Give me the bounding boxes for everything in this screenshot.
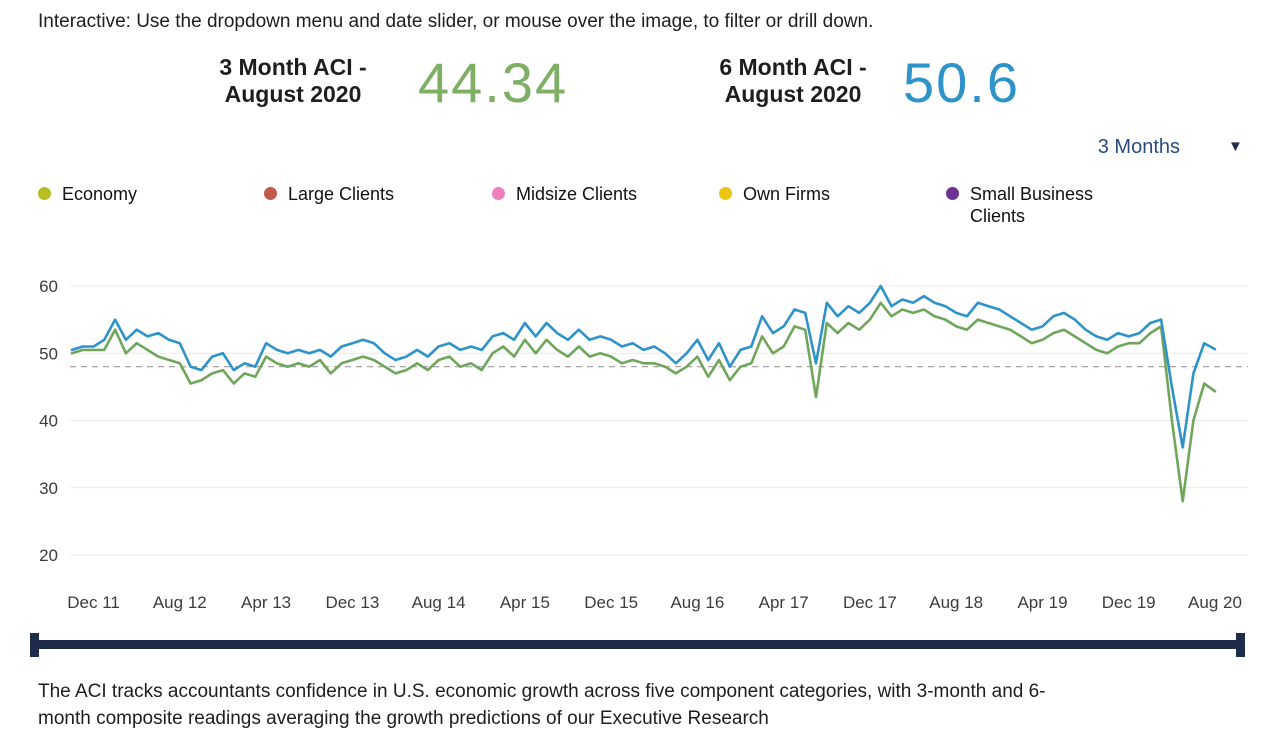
legend-label: Midsize Clients (516, 184, 638, 204)
y-axis-label: 20 (39, 546, 58, 565)
legend-dot-icon (719, 187, 732, 200)
x-axis-label: Aug 16 (670, 593, 724, 612)
x-axis-label: Dec 19 (1102, 593, 1156, 612)
legend-dot-icon (38, 187, 51, 200)
legend-item-own-firms[interactable]: Own Firms (719, 183, 830, 205)
kpi-6-month-label-line1: 6 Month ACI - (719, 54, 867, 80)
x-axis-label: Apr 15 (500, 593, 550, 612)
kpi-3-month-label-line1: 3 Month ACI - (219, 54, 367, 80)
x-axis-label: Apr 17 (759, 593, 809, 612)
x-axis-label: Aug 12 (153, 593, 207, 612)
x-axis-label: Aug 18 (929, 593, 983, 612)
kpi-3-month-label: 3 Month ACI - August 2020 (188, 54, 398, 108)
y-axis-label: 50 (39, 344, 58, 363)
x-axis-label: Apr 13 (241, 593, 291, 612)
legend-item-midsize-clients[interactable]: Midsize Clients (492, 183, 637, 205)
date-slider-left-handle[interactable] (30, 633, 39, 657)
series-3-month-aci[interactable] (70, 301, 1217, 503)
instruction-text: Interactive: Use the dropdown menu and d… (38, 11, 874, 32)
x-axis-label: Aug 14 (412, 593, 466, 612)
series-6-month-aci[interactable] (70, 284, 1217, 449)
period-dropdown[interactable]: 3 Months (1097, 136, 1180, 158)
x-axis-label: Apr 19 (1017, 593, 1067, 612)
x-axis-label: Dec 17 (843, 593, 897, 612)
legend: Economy Large Clients Midsize Clients Own F… (0, 183, 1280, 243)
legend-label: Small Business Clients (970, 184, 1094, 226)
kpi-3-month-label-line2: August 2020 (224, 81, 362, 107)
legend-dot-icon (264, 187, 277, 200)
y-axis-label: 60 (39, 277, 58, 296)
legend-label: Own Firms (743, 184, 830, 204)
legend-item-small-business-clients[interactable]: Small Business Clients (946, 183, 1120, 227)
legend-item-economy[interactable]: Economy (38, 183, 137, 205)
x-axis-label: Aug 20 (1188, 593, 1242, 612)
date-slider-track[interactable] (30, 640, 1245, 649)
kpi-6-month-value: 50.6 (903, 51, 1020, 114)
legend-label: Large Clients (288, 184, 395, 204)
x-axis-label: Dec 13 (325, 593, 379, 612)
kpi-3-month-value: 44.34 (418, 51, 569, 114)
x-axis-label: Dec 15 (584, 593, 638, 612)
footer-description: The ACI tracks accountants confidence in… (38, 681, 1046, 729)
date-slider-right-handle[interactable] (1236, 633, 1245, 657)
chevron-down-icon[interactable]: ▼ (1228, 138, 1243, 155)
aci-trend-chart[interactable]: 20 30 40 50 60 Dec 11 Aug 12 Apr 13 Dec 13 Aug 14… (0, 270, 1280, 620)
legend-dot-icon (492, 187, 505, 200)
y-axis-label: 30 (39, 479, 58, 498)
legend-dot-icon (946, 187, 959, 200)
y-axis-label: 40 (39, 412, 58, 431)
legend-label: Economy (62, 184, 138, 204)
kpi-6-month-label-line2: August 2020 (724, 81, 862, 107)
legend-item-large-clients[interactable]: Large Clients (264, 183, 394, 205)
x-axis-label: Dec 11 (67, 593, 120, 612)
kpi-6-month-label: 6 Month ACI - August 2020 (688, 54, 898, 108)
